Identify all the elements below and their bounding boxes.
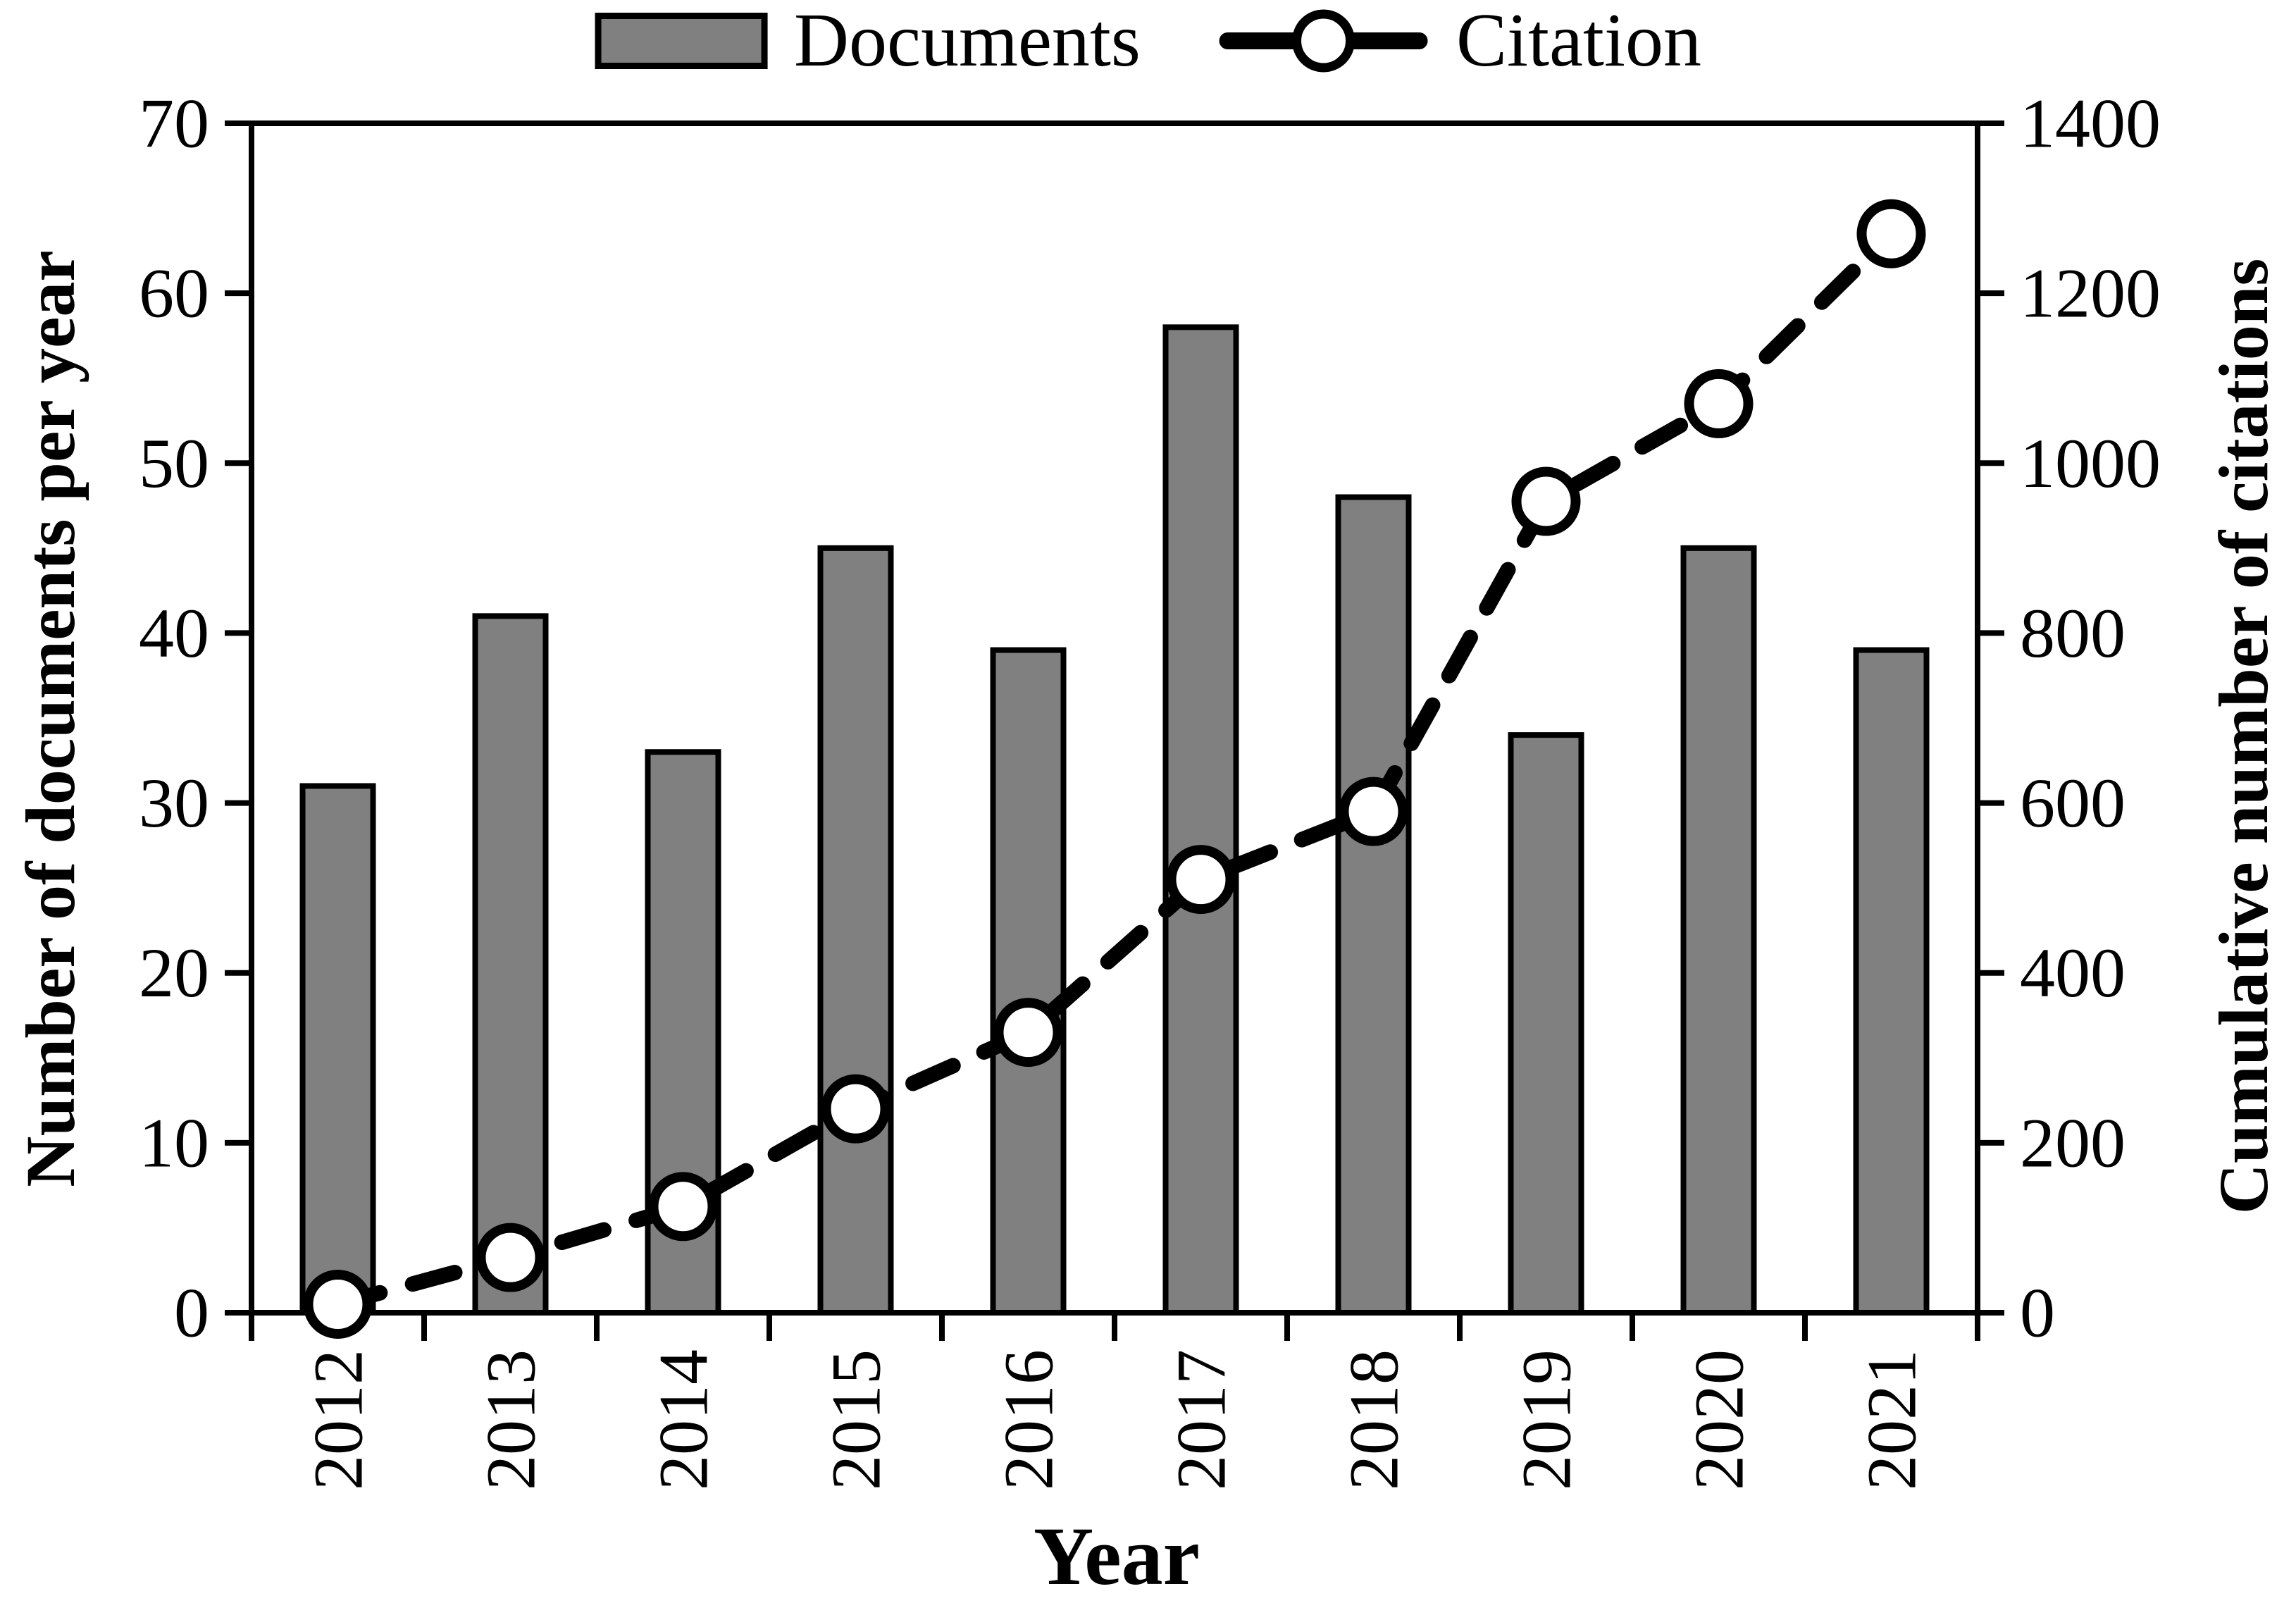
x-axis-category-label: 2021 <box>1853 1349 1931 1490</box>
citation-marker <box>1856 199 1926 268</box>
right-axis-tick-label: 800 <box>2020 594 2126 672</box>
left-axis-tick-label: 10 <box>139 1103 209 1182</box>
x-axis-category-label: 2016 <box>990 1349 1068 1490</box>
legend-label-citation: Citation <box>1456 0 1701 82</box>
right-axis-tick-label: 600 <box>2020 764 2126 842</box>
left-axis-tick-label: 70 <box>139 85 209 163</box>
left-axis-tick-label: 40 <box>139 594 209 672</box>
right-axis-tick-label: 200 <box>2020 1103 2126 1182</box>
x-axis-category-label: 2014 <box>645 1349 723 1490</box>
documents-bar <box>817 545 894 1316</box>
documents-bar <box>1162 324 1239 1316</box>
x-axis-category-label: 2020 <box>1680 1349 1758 1490</box>
citation-marker <box>1339 776 1408 846</box>
left-axis-tick-label: 30 <box>139 764 209 842</box>
right-axis-tick-label: 0 <box>2020 1274 2055 1352</box>
x-axis-category-label: 2015 <box>817 1349 895 1490</box>
citation-marker <box>303 1269 373 1339</box>
citation-marker <box>476 1223 545 1292</box>
documents-bar <box>1508 732 1584 1316</box>
left-axis-tick-label: 60 <box>139 254 209 333</box>
right-axis-tick-label: 1000 <box>2020 424 2161 502</box>
left-axis-tick-label: 0 <box>174 1274 209 1352</box>
documents-bar <box>1335 494 1412 1316</box>
x-axis-category-label: 2013 <box>472 1349 550 1490</box>
x-axis-category-label: 2018 <box>1335 1349 1413 1490</box>
left-axis-tick-label: 50 <box>139 424 209 502</box>
citation-marker <box>993 998 1063 1068</box>
x-axis-category-label: 2012 <box>299 1349 378 1490</box>
x-axis-category-label: 2017 <box>1162 1349 1241 1490</box>
documents-bar <box>299 783 376 1316</box>
legend-item-documents: Documents <box>595 3 1141 79</box>
citation-marker <box>1166 845 1236 915</box>
legend: Documents Citation <box>595 3 1701 79</box>
left-axis-title: Number of documents per year <box>11 250 89 1187</box>
x-axis-category-label: 2019 <box>1508 1349 1586 1490</box>
citation-marker <box>1684 369 1754 438</box>
right-axis-tick-label: 400 <box>2020 934 2126 1012</box>
documents-bar <box>1853 647 1930 1316</box>
citation-marker <box>821 1074 891 1144</box>
left-axis-tick-label: 20 <box>139 934 209 1012</box>
documents-bar <box>990 647 1067 1316</box>
right-axis-tick-label: 1400 <box>2020 85 2161 163</box>
right-axis-tick-label: 1200 <box>2020 254 2161 333</box>
documents-bar <box>472 613 549 1316</box>
documents-swatch <box>595 13 768 69</box>
citation-line <box>330 225 1899 1312</box>
citation-marker <box>648 1172 718 1242</box>
citation-marker <box>1511 466 1581 536</box>
right-axis-title: Cumulative number of citations <box>2204 258 2283 1215</box>
documents-bar <box>1680 545 1757 1316</box>
citation-line-marker-icon <box>1219 9 1428 73</box>
legend-item-citation: Citation <box>1218 3 1701 79</box>
x-axis-title: Year <box>1034 1510 1200 1602</box>
legend-label-documents: Documents <box>794 0 1141 82</box>
